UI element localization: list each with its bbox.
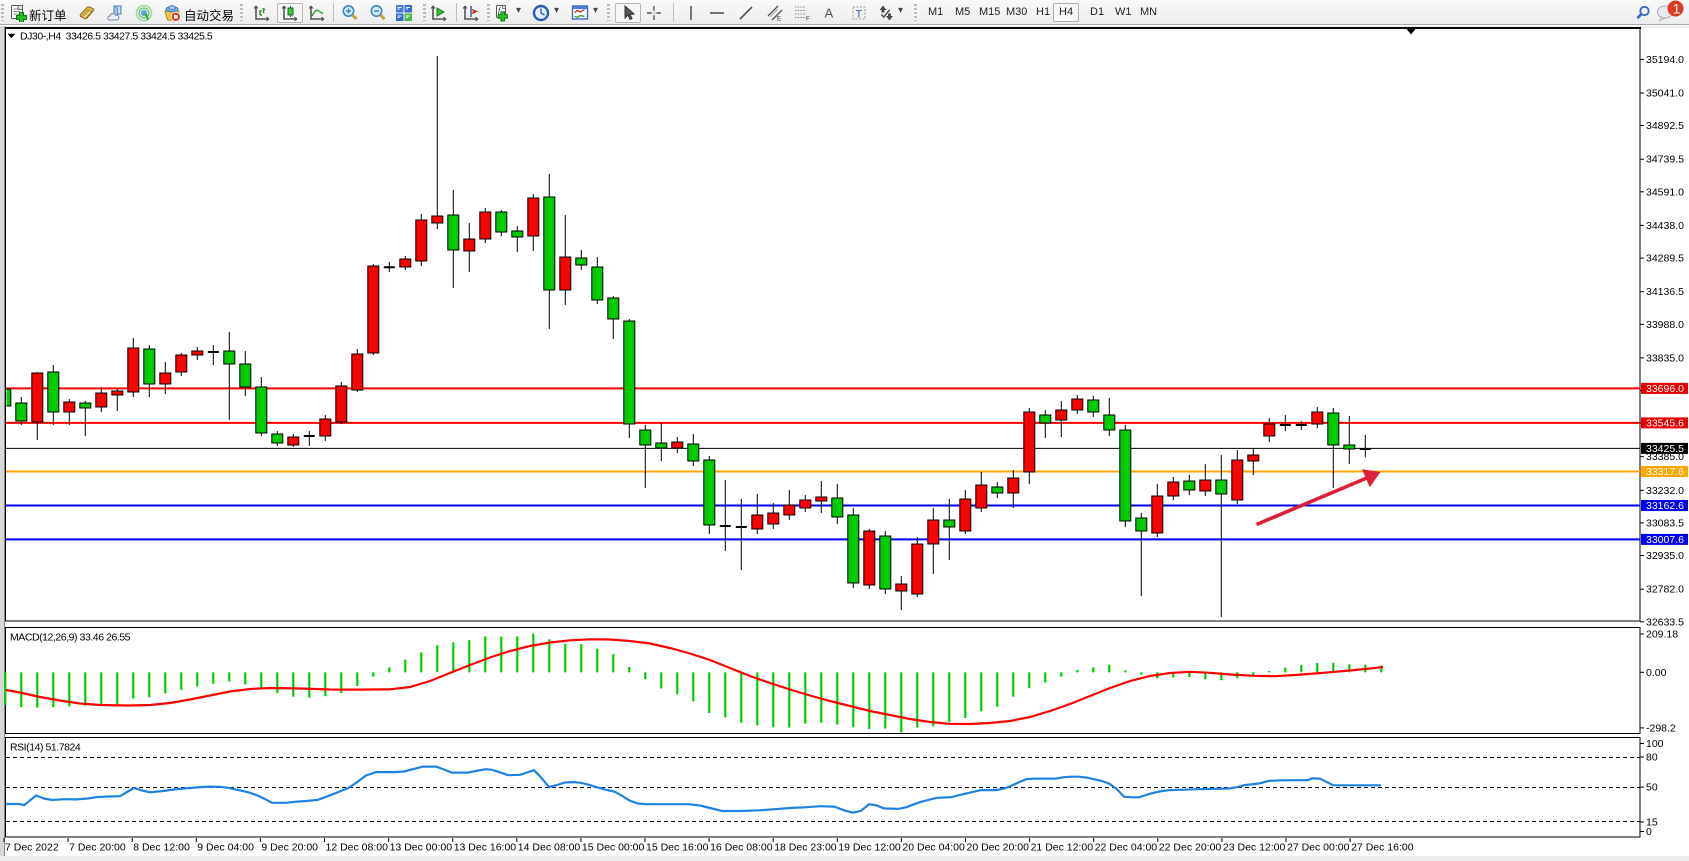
svg-text:34289.5: 34289.5 [1646,253,1684,265]
svg-text:34438.0: 34438.0 [1646,220,1684,232]
svg-text:35194.0: 35194.0 [1646,54,1684,66]
svg-text:0.00: 0.00 [1646,667,1667,679]
svg-text:A: A [825,6,834,21]
svg-text:16 Dec 08:00: 16 Dec 08:00 [710,842,773,854]
svg-text:1: 1 [1673,1,1681,16]
svg-text:8 Dec 12:00: 8 Dec 12:00 [133,842,190,854]
svg-text:34591.0: 34591.0 [1646,186,1684,198]
svg-text:34136.5: 34136.5 [1646,286,1684,298]
svg-text:33083.5: 33083.5 [1646,517,1684,529]
svg-text:18 Dec 23:00: 18 Dec 23:00 [774,842,837,854]
svg-text:34892.5: 34892.5 [1646,120,1684,132]
svg-text:F: F [806,17,810,23]
svg-text:33835.0: 33835.0 [1646,352,1684,364]
svg-text:RSI(14) 51.7824: RSI(14) 51.7824 [10,742,81,754]
svg-text:15 Dec 00:00: 15 Dec 00:00 [582,842,645,854]
svg-text:9 Dec 20:00: 9 Dec 20:00 [261,842,318,854]
svg-text:21 Dec 12:00: 21 Dec 12:00 [1031,842,1094,854]
svg-text:20 Dec 20:00: 20 Dec 20:00 [967,842,1030,854]
svg-text:100: 100 [1646,738,1664,750]
svg-text:32935.0: 32935.0 [1646,550,1684,562]
svg-text:32782.0: 32782.0 [1646,584,1684,596]
svg-text:80: 80 [1646,752,1658,764]
svg-text:22 Dec 04:00: 22 Dec 04:00 [1095,842,1158,854]
svg-text:12 Dec 08:00: 12 Dec 08:00 [326,842,389,854]
svg-text:15 Dec 16:00: 15 Dec 16:00 [646,842,709,854]
svg-text:27 Dec 00:00: 27 Dec 00:00 [1287,842,1350,854]
svg-text:7 Dec 2022: 7 Dec 2022 [5,842,59,854]
svg-text:MACD(12,26,9) 33.46 26.55: MACD(12,26,9) 33.46 26.55 [10,632,131,644]
svg-text:33696.0: 33696.0 [1646,383,1684,395]
svg-text:f: f [498,6,502,15]
svg-text:50: 50 [1646,782,1658,794]
svg-text:20 Dec 04:00: 20 Dec 04:00 [902,842,965,854]
svg-text:13 Dec 00:00: 13 Dec 00:00 [390,842,453,854]
svg-text:33317.6: 33317.6 [1646,466,1684,478]
svg-text:7 Dec 20:00: 7 Dec 20:00 [69,842,126,854]
svg-text:33988.0: 33988.0 [1646,319,1684,331]
svg-text:33425.5: 33425.5 [1646,443,1684,455]
svg-text:DJ30-,H4 33426.5 33427.5 3342: DJ30-,H4 33426.5 33427.5 33424.5 33425.5 [20,31,213,43]
svg-text:209.18: 209.18 [1646,629,1678,641]
svg-text:14 Dec 08:00: 14 Dec 08:00 [518,842,581,854]
svg-text:32633.5: 32633.5 [1646,616,1684,628]
svg-text:22 Dec 20:00: 22 Dec 20:00 [1159,842,1222,854]
svg-text:27 Dec 16:00: 27 Dec 16:00 [1351,842,1414,854]
svg-text:35041.0: 35041.0 [1646,88,1684,100]
svg-text:19 Dec 12:00: 19 Dec 12:00 [838,842,901,854]
svg-text:33007.6: 33007.6 [1646,534,1684,546]
svg-text:33232.0: 33232.0 [1646,485,1684,497]
svg-text:33385.0: 33385.0 [1646,451,1684,463]
svg-text:E: E [777,17,781,23]
svg-text:34739.5: 34739.5 [1646,154,1684,166]
svg-text:33545.6: 33545.6 [1646,417,1684,429]
svg-text:T: T [856,9,863,21]
svg-text:13 Dec 16:00: 13 Dec 16:00 [454,842,517,854]
svg-text:9 Dec 04:00: 9 Dec 04:00 [197,842,254,854]
svg-text:0: 0 [1646,826,1652,838]
svg-text:15: 15 [1646,817,1658,829]
svg-text:33162.6: 33162.6 [1646,500,1684,512]
svg-text:-298.2: -298.2 [1646,722,1676,734]
svg-text:23 Dec 12:00: 23 Dec 12:00 [1223,842,1286,854]
